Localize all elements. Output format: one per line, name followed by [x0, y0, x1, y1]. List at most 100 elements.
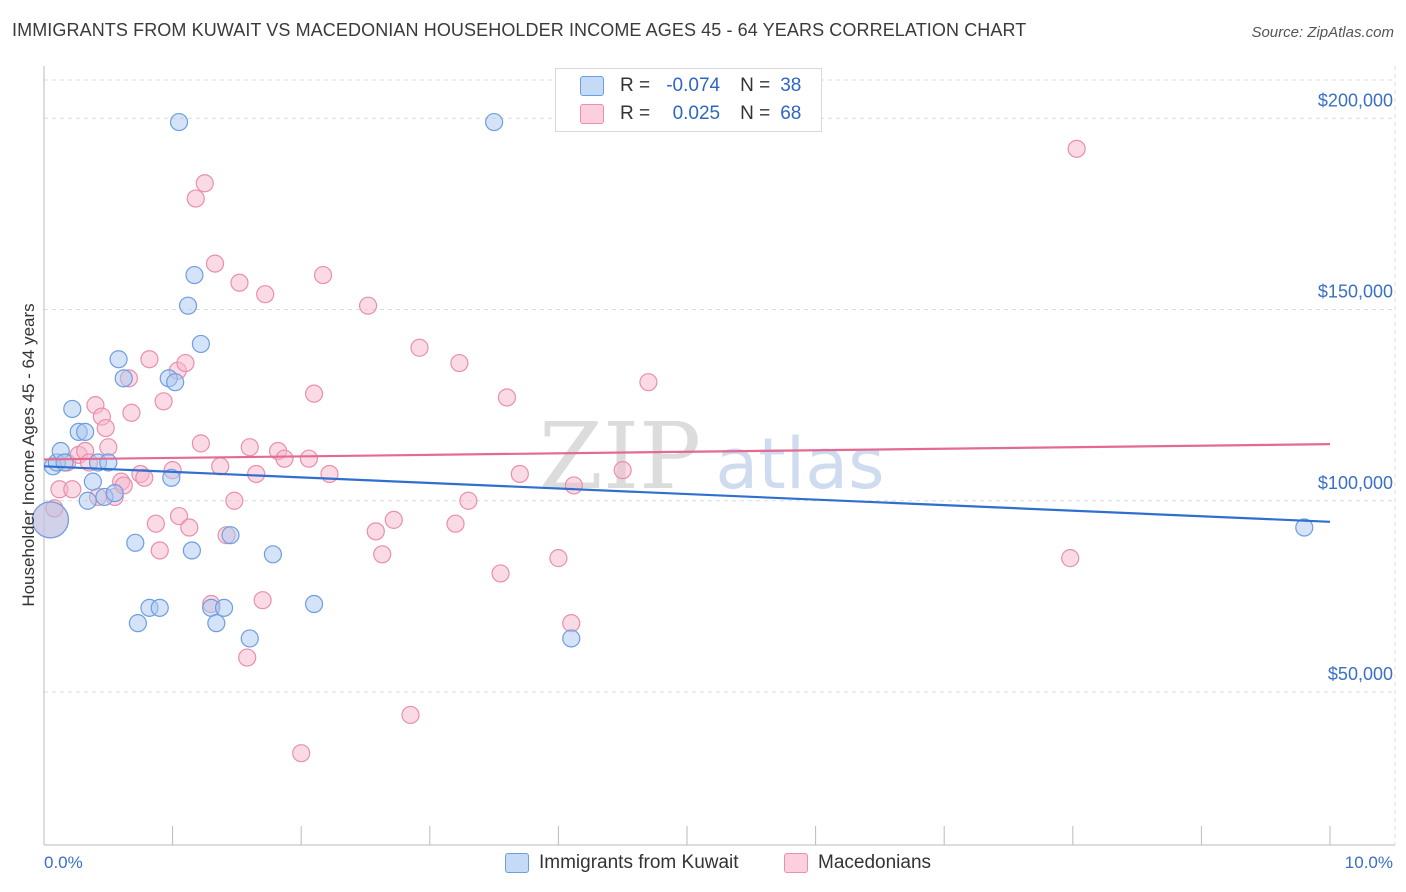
legend-n-label: N = — [740, 75, 771, 96]
macedonian-point — [96, 418, 115, 438]
y-tick-label: $200,000 — [1318, 90, 1393, 110]
macedonian-point — [459, 491, 478, 510]
kuwait-point — [562, 629, 581, 648]
legend-row-kuwait: R = -0.074 N = 38 — [580, 73, 801, 99]
kuwait-point — [185, 265, 204, 285]
macedonian-point — [446, 514, 465, 533]
macedonian-point — [99, 438, 118, 457]
kuwait-point — [63, 399, 82, 419]
y-axis-title: Householder Income Ages 45 - 64 years — [19, 303, 38, 606]
macedonian-point — [256, 285, 275, 304]
kuwait-point — [178, 296, 198, 315]
macedonian-point — [613, 461, 632, 480]
kuwait-point — [162, 468, 181, 487]
macedonian-point — [154, 392, 173, 411]
kuwait-point — [191, 334, 210, 354]
kuwait-point — [485, 112, 504, 132]
macedonian-point — [564, 476, 583, 495]
kuwait-point — [182, 541, 201, 560]
data-points — [31, 112, 1314, 763]
macedonian-point — [1061, 549, 1080, 568]
y-tick-label: $100,000 — [1318, 473, 1393, 493]
axes — [43, 66, 1395, 846]
macedonian-point — [238, 648, 257, 667]
macedonian-trend-line — [43, 443, 1331, 461]
legend-n-value: 38 — [780, 75, 802, 96]
correlation-legend: R = -0.074 N = 38 R = 0.025 N = 68 — [555, 68, 822, 132]
macedonian-point — [225, 491, 244, 510]
macedonian-point — [366, 522, 385, 541]
legend-r-label: R = — [620, 103, 651, 124]
kuwait-point — [150, 598, 169, 617]
macedonian-point — [122, 403, 141, 422]
source-label: Source: ZipAtlas.com — [1251, 24, 1394, 41]
legend-row-macedonians: R = 0.025 N = 68 — [580, 101, 801, 127]
macedonian-point — [146, 514, 165, 533]
kuwait-point — [1295, 518, 1314, 537]
macedonian-point — [384, 510, 403, 529]
kuwait-point — [166, 373, 185, 392]
macedonian-point — [140, 350, 159, 369]
macedonian-point — [313, 265, 333, 285]
macedonian-point — [169, 506, 189, 526]
legend-r-value: 0.025 — [672, 103, 721, 124]
macedonian-point — [497, 388, 517, 407]
kuwait-point — [76, 422, 95, 441]
pink-swatch — [784, 853, 808, 873]
macedonian-point — [191, 434, 210, 453]
kuwait-point — [128, 614, 147, 633]
macedonian-point — [63, 480, 82, 499]
macedonian-point — [230, 273, 249, 292]
kuwait-point — [31, 501, 70, 539]
macedonian-point — [275, 449, 294, 468]
macedonian-point — [211, 457, 230, 476]
kuwait-point — [105, 484, 124, 503]
kuwait-point — [169, 112, 189, 132]
blue-swatch — [505, 853, 529, 873]
legend-n-label: N = — [740, 103, 771, 124]
kuwait-point — [214, 598, 234, 617]
macedonian-point — [135, 468, 154, 487]
macedonian-point — [510, 464, 529, 484]
macedonian-point — [240, 438, 259, 457]
pink-swatch — [580, 104, 604, 124]
macedonian-point — [450, 353, 469, 373]
macedonian-point — [373, 545, 392, 564]
kuwait-trend-line — [43, 465, 1331, 523]
legend-n-value: 68 — [780, 103, 802, 124]
legend-item-label: Immigrants from Kuwait — [539, 852, 739, 873]
x-tick-label: 0.0% — [44, 853, 83, 872]
x-tick-label: 10.0% — [1345, 853, 1393, 872]
series-legend: Immigrants from Kuwait Macedonians — [0, 852, 1406, 878]
macedonian-point — [253, 591, 272, 610]
blue-swatch — [580, 76, 604, 96]
kuwait-point — [109, 350, 128, 369]
macedonian-point — [491, 564, 510, 583]
kuwait-point — [221, 526, 240, 545]
legend-item-macedonians[interactable]: Macedonians — [784, 852, 931, 874]
macedonian-point — [358, 296, 378, 315]
macedonian-point — [304, 384, 324, 403]
kuwait-point — [304, 594, 324, 614]
legend-r-value: -0.074 — [666, 75, 721, 96]
trend-lines — [43, 443, 1331, 523]
watermark: ZIP atlas — [539, 403, 885, 510]
chart-title: IMMIGRANTS FROM KUWAIT VS MACEDONIAN HOU… — [12, 20, 1027, 40]
macedonian-point — [150, 541, 169, 560]
legend-item-label: Macedonians — [818, 852, 932, 873]
kuwait-point — [78, 491, 97, 510]
kuwait-point — [240, 629, 259, 648]
macedonian-point — [176, 353, 195, 373]
kuwait-point — [83, 472, 102, 491]
macedonian-point — [205, 254, 225, 273]
kuwait-point — [126, 533, 145, 552]
macedonian-point — [195, 174, 214, 193]
macedonian-point — [562, 614, 581, 633]
macedonian-point — [410, 338, 429, 357]
macedonian-point — [180, 518, 199, 537]
macedonian-point — [1067, 139, 1086, 158]
legend-item-kuwait[interactable]: Immigrants from Kuwait — [505, 852, 739, 874]
macedonian-point — [401, 705, 420, 725]
macedonian-point — [247, 464, 266, 484]
